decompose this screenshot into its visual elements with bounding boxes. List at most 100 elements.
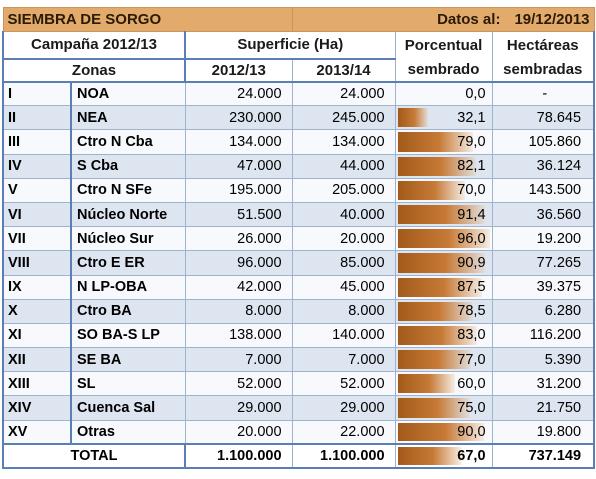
percent-sown: 96,0 — [457, 230, 486, 247]
percent-sown: 90,9 — [457, 254, 486, 271]
date-value: 19/12/2013 — [514, 11, 590, 28]
table-row: XIV Cuenca Sal 29.000 29.000 75,0 21.750 — [2, 395, 596, 421]
hectares-sown: 6.280 — [491, 299, 596, 324]
zone-name: N LP-OBA — [71, 275, 185, 300]
hectares-sown: 116.200 — [491, 323, 596, 349]
percent-sown: 75,0 — [457, 400, 486, 417]
zone-name: Ctro BA — [71, 299, 185, 324]
surface-2012-13: 138.000 — [184, 323, 293, 349]
percent-sown-cell: 90,9 — [394, 250, 493, 276]
table-row: I NOA 24.000 24.000 0,0- — [2, 81, 596, 107]
zone-number: X — [2, 299, 72, 324]
title-bar: SIEMBRA DE SORGO Datos al: 19/12/2013 — [2, 7, 595, 32]
surface-2012-13: 195.000 — [184, 178, 293, 203]
percent-sown: 70,0 — [457, 182, 486, 199]
hectares-sown: 39.375 — [491, 275, 596, 300]
surface-2013-14: 245.000 — [291, 105, 396, 131]
surface-2012-13: 20.000 — [184, 420, 293, 445]
sorgo-sowing-sheet: SIEMBRA DE SORGO Datos al: 19/12/2013 Cam… — [2, 7, 596, 470]
percent-sown: 87,5 — [457, 279, 486, 296]
percent-databar — [397, 204, 486, 225]
table-row: VII Núcleo Sur 26.000 20.000 96,0 19.200 — [2, 226, 596, 252]
surface-2012-13: 96.000 — [184, 250, 293, 276]
percent-databar — [397, 180, 465, 200]
percent-sown-cell: 77,0 — [394, 347, 493, 373]
percent-sown: 91,4 — [457, 206, 486, 223]
campaign-header: Campaña 2012/13 — [2, 31, 186, 60]
table-row: XI SO BA-S LP 138.000 140.000 83,0 116.200 — [2, 323, 596, 349]
total-2012-13: 1.100.000 — [184, 443, 293, 470]
zone-number: XIII — [2, 371, 72, 397]
zone-number: XII — [2, 347, 72, 373]
zone-number: II — [2, 105, 72, 131]
total-label: TOTAL — [2, 443, 186, 470]
total-percent-databar — [397, 447, 462, 466]
hectares-header-line1: Hectáreas — [491, 31, 596, 59]
zone-name: SL — [71, 371, 185, 397]
percent-sown: 32,1 — [457, 109, 486, 126]
zone-number: VI — [2, 202, 72, 228]
zone-name: Ctro E ER — [71, 250, 185, 276]
date-info: Datos al: 19/12/2013 — [291, 7, 595, 32]
hectares-sown: 36.124 — [491, 154, 596, 179]
percent-sown-cell: 79,0 — [394, 129, 493, 155]
zone-number: XIV — [2, 395, 72, 421]
percent-sown: 79,0 — [457, 133, 486, 150]
hectares-sown: 78.645 — [491, 105, 596, 131]
percent-databar — [397, 108, 429, 128]
surface-2013-14: 24.000 — [291, 81, 396, 107]
zone-number: V — [2, 178, 72, 203]
percent-databar — [397, 301, 473, 321]
surface-2012-13: 29.000 — [184, 395, 293, 421]
total-2013-14: 1.100.000 — [291, 443, 396, 470]
percent-sown-cell: 96,0 — [394, 226, 493, 252]
surface-2013-14: 44.000 — [291, 154, 396, 179]
sheet-title: SIEMBRA DE SORGO — [2, 7, 293, 32]
zone-name: S Cba — [71, 154, 185, 179]
hectares-sown: 31.200 — [491, 371, 596, 397]
table-row: V Ctro N SFe 195.000 205.000 70,0 143.500 — [2, 178, 596, 203]
zone-name: Ctro N Cba — [71, 129, 185, 155]
year1-header: 2012/13 — [184, 58, 293, 83]
percent-databar — [397, 132, 474, 152]
table-row: IX N LP-OBA 42.000 45.000 87,5 39.375 — [2, 275, 596, 300]
year2-header: 2013/14 — [291, 58, 396, 83]
surface-2013-14: 20.000 — [291, 226, 396, 252]
surface-2013-14: 205.000 — [291, 178, 396, 203]
surface-2013-14: 134.000 — [291, 129, 396, 155]
zone-number: XV — [2, 420, 72, 445]
surface-2012-13: 8.000 — [184, 299, 293, 324]
zone-number: I — [2, 81, 72, 107]
percent-databar — [397, 277, 482, 297]
zone-name: SO BA-S LP — [71, 323, 185, 349]
surface-2013-14: 29.000 — [291, 395, 396, 421]
surface-2012-13: 134.000 — [184, 129, 293, 155]
percent-databar — [397, 156, 477, 176]
surface-2012-13: 47.000 — [184, 154, 293, 179]
zone-number: XI — [2, 323, 72, 349]
hectares-sown: 143.500 — [491, 178, 596, 203]
percent-sown: 90,0 — [457, 423, 486, 440]
zone-number: VII — [2, 226, 72, 252]
surface-2013-14: 45.000 — [291, 275, 396, 300]
zone-name: Otras — [71, 420, 185, 445]
zone-name: NEA — [71, 105, 185, 131]
surface-header: Superficie (Ha) — [184, 31, 396, 60]
hectares-sown: 36.560 — [491, 202, 596, 228]
zone-number: III — [2, 129, 72, 155]
percent-databar — [397, 350, 472, 370]
table-row: VIII Ctro E ER 96.000 85.000 90,9 77.265 — [2, 250, 596, 276]
percent-sown: 83,0 — [457, 327, 486, 344]
zone-number: VIII — [2, 250, 72, 276]
percent-sown: 82,1 — [457, 158, 486, 175]
surface-2012-13: 51.500 — [184, 202, 293, 228]
table-row: IV S Cba 47.000 44.000 82,1 36.124 — [2, 154, 596, 179]
hectares-sown: 21.750 — [491, 395, 596, 421]
table-row: X Ctro BA 8.000 8.000 78,5 6.280 — [2, 299, 596, 324]
percent-sown-cell: 60,0 — [394, 371, 493, 397]
surface-2012-13: 24.000 — [184, 81, 293, 107]
table-row: XV Otras 20.000 22.000 90,0 19.800 — [2, 420, 596, 445]
percent-sown: 77,0 — [457, 351, 486, 368]
header-row-1: Campaña 2012/13 Superficie (Ha) Porcentu… — [2, 31, 596, 60]
percent-databar — [397, 325, 478, 346]
